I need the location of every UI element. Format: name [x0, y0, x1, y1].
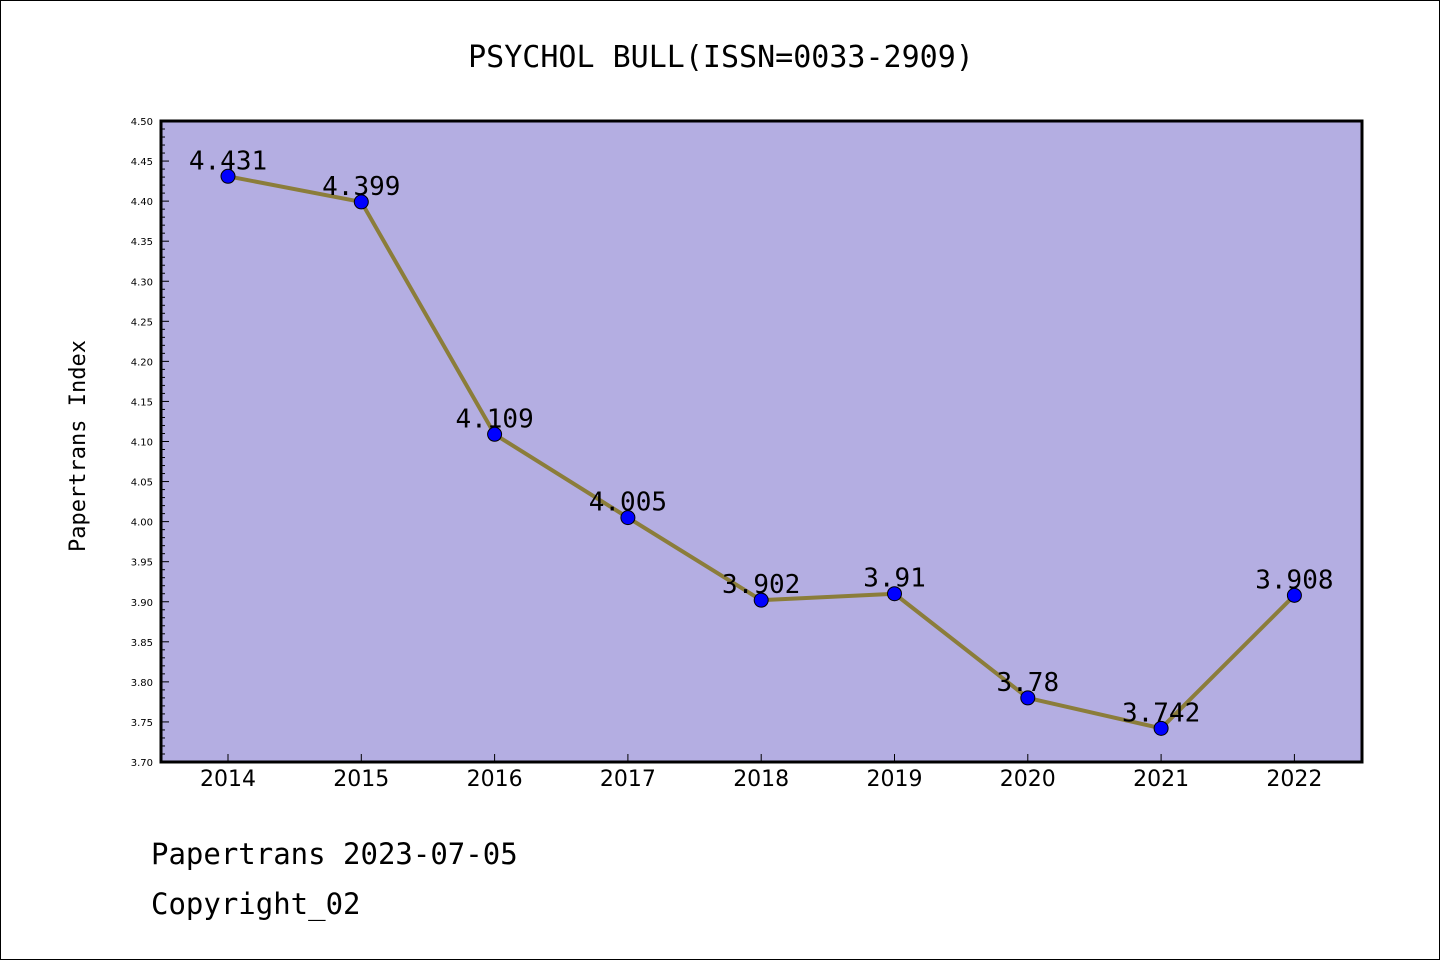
- y-tick-label: 4.45: [131, 157, 153, 168]
- data-point: [620, 510, 636, 526]
- chart-title: PSYCHOL BULL(ISSN=0033-2909): [468, 40, 974, 75]
- footer-copyright: Copyright_02: [151, 887, 361, 922]
- x-tick-label: 2021: [1133, 767, 1189, 792]
- series: 4.431 4.399 4.109 4.005 3.902 3.91 3.78 3.742 3.…: [189, 146, 1334, 736]
- data-label: 4.431: [189, 146, 267, 176]
- plot-area: [161, 121, 1362, 762]
- data-point: [887, 586, 902, 602]
- data-point: [1153, 720, 1169, 736]
- data-point: [1286, 587, 1302, 603]
- x-axis: 2014 2015 2016 2017 2018 2019 2020 2021 2022: [200, 754, 1322, 792]
- data-label: 3.78: [996, 668, 1059, 698]
- y-tick-label: 4.00: [131, 518, 153, 529]
- data-point: [753, 592, 769, 608]
- y-tick-label: 4.25: [131, 317, 153, 328]
- x-tick-label: 2019: [867, 767, 923, 792]
- x-tick-label: 2018: [733, 767, 789, 792]
- x-tick-label: 2016: [467, 767, 523, 792]
- x-tick-label: 2020: [1000, 767, 1056, 792]
- x-tick-label: 2015: [333, 767, 389, 792]
- y-tick-label: 3.85: [131, 638, 153, 649]
- data-point: [353, 194, 369, 210]
- y-tick-label: 4.30: [131, 277, 153, 288]
- y-tick-label: 4.05: [131, 478, 153, 489]
- footer-date: Papertrans 2023-07-05: [151, 837, 518, 871]
- x-tick-label: 2017: [600, 767, 656, 792]
- y-tick-label: 3.80: [131, 678, 153, 689]
- data-point: [220, 168, 236, 184]
- y-tick-label: 4.40: [131, 197, 153, 208]
- data-label: 4.109: [455, 404, 533, 434]
- y-tick-label: 3.90: [131, 598, 153, 609]
- y-tick-label: 4.15: [131, 397, 153, 408]
- data-label: 3.91: [863, 564, 926, 594]
- x-tick-label: 2014: [200, 767, 256, 792]
- plot-border: [159, 119, 1364, 764]
- data-point: [487, 426, 503, 442]
- data-label: 3.908: [1255, 565, 1333, 595]
- data-label: 3.742: [1122, 698, 1200, 728]
- data-label: 3.902: [722, 570, 800, 600]
- y-tick-label: 4.20: [131, 357, 153, 368]
- data-label: 4.005: [589, 488, 667, 518]
- y-tick-label: 4.35: [131, 237, 153, 248]
- y-tick-label: 3.70: [131, 758, 153, 769]
- y-tick-label: 3.75: [131, 718, 153, 729]
- y-axis-label: Papertrans Index: [66, 340, 91, 552]
- data-label: 4.399: [322, 172, 400, 202]
- x-tick-label: 2022: [1266, 767, 1322, 792]
- y-tick-label: 4.10: [131, 438, 153, 449]
- y-tick-label: 4.50: [131, 117, 153, 128]
- y-tick-label: 3.95: [131, 558, 153, 569]
- data-point: [1020, 690, 1036, 706]
